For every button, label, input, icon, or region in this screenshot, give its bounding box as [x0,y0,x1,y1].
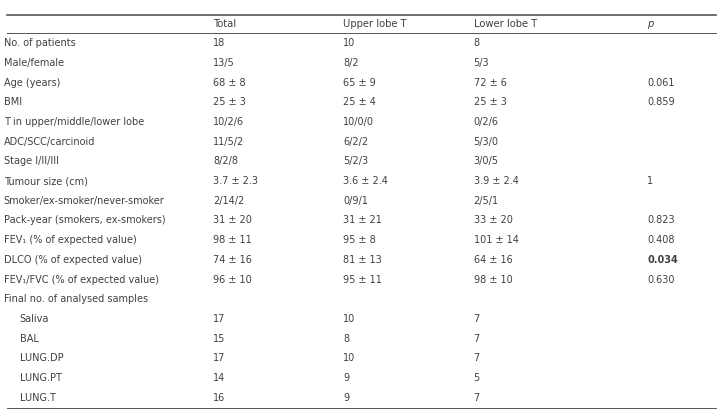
Text: 7: 7 [474,353,480,363]
Text: 0/9/1: 0/9/1 [343,196,368,206]
Text: LUNG.PT: LUNG.PT [20,373,61,383]
Text: DLCO (% of expected value): DLCO (% of expected value) [4,255,142,265]
Text: 98 ± 11: 98 ± 11 [213,235,252,245]
Text: Saliva: Saliva [20,314,49,324]
Text: 64 ± 16: 64 ± 16 [474,255,513,265]
Text: Final no. of analysed samples: Final no. of analysed samples [4,294,147,304]
Text: 3/0/5: 3/0/5 [474,156,499,166]
Text: 74 ± 16: 74 ± 16 [213,255,252,265]
Text: 31 ± 21: 31 ± 21 [343,216,382,225]
Text: 10/2/6: 10/2/6 [213,117,244,127]
Text: Total: Total [213,19,236,29]
Text: 8/2: 8/2 [343,58,359,68]
Text: Pack-year (smokers, ex-smokers): Pack-year (smokers, ex-smokers) [4,216,166,225]
Text: 95 ± 8: 95 ± 8 [343,235,376,245]
Text: p: p [647,19,654,29]
Text: 0.408: 0.408 [647,235,675,245]
Text: 31 ± 20: 31 ± 20 [213,216,252,225]
Text: 81 ± 13: 81 ± 13 [343,255,382,265]
Text: 101 ± 14: 101 ± 14 [474,235,518,245]
Text: 25 ± 4: 25 ± 4 [343,97,376,107]
Text: FEV₁/FVC (% of expected value): FEV₁/FVC (% of expected value) [4,275,158,285]
Text: Smoker/ex-smoker/never-smoker: Smoker/ex-smoker/never-smoker [4,196,164,206]
Text: 9: 9 [343,373,349,383]
Text: 3.7 ± 2.3: 3.7 ± 2.3 [213,176,258,186]
Text: T in upper/middle/lower lobe: T in upper/middle/lower lobe [4,117,144,127]
Text: 0.630: 0.630 [647,275,675,285]
Text: Upper lobe T: Upper lobe T [343,19,407,29]
Text: 8: 8 [343,334,349,344]
Text: LUNG.T: LUNG.T [20,393,56,403]
Text: BAL: BAL [20,334,38,344]
Text: 10: 10 [343,38,356,48]
Text: 7: 7 [474,334,480,344]
Text: 2/5/1: 2/5/1 [474,196,499,206]
Text: Tumour size (cm): Tumour size (cm) [4,176,87,186]
Text: 72 ± 6: 72 ± 6 [474,78,506,88]
Text: 10/0/0: 10/0/0 [343,117,375,127]
Text: 0/2/6: 0/2/6 [474,117,499,127]
Text: 0.034: 0.034 [647,255,678,265]
Text: 8: 8 [474,38,479,48]
Text: 14: 14 [213,373,226,383]
Text: 7: 7 [474,314,480,324]
Text: FEV₁ (% of expected value): FEV₁ (% of expected value) [4,235,137,245]
Text: 0.859: 0.859 [647,97,675,107]
Text: 25 ± 3: 25 ± 3 [474,97,506,107]
Text: 10: 10 [343,353,356,363]
Text: 7: 7 [474,393,480,403]
Text: ADC/SCC/carcinoid: ADC/SCC/carcinoid [4,137,95,147]
Text: 16: 16 [213,393,226,403]
Text: 5: 5 [474,373,480,383]
Text: BMI: BMI [4,97,22,107]
Text: 96 ± 10: 96 ± 10 [213,275,252,285]
Text: Male/female: Male/female [4,58,64,68]
Text: Stage I/II/III: Stage I/II/III [4,156,59,166]
Text: 10: 10 [343,314,356,324]
Text: 68 ± 8: 68 ± 8 [213,78,246,88]
Text: 5/2/3: 5/2/3 [343,156,369,166]
Text: 5/3: 5/3 [474,58,489,68]
Text: 33 ± 20: 33 ± 20 [474,216,513,225]
Text: 0.061: 0.061 [647,78,675,88]
Text: 6/2/2: 6/2/2 [343,137,369,147]
Text: 25 ± 3: 25 ± 3 [213,97,246,107]
Text: 17: 17 [213,314,226,324]
Text: 13/5: 13/5 [213,58,235,68]
Text: 95 ± 11: 95 ± 11 [343,275,382,285]
Text: 8/2/8: 8/2/8 [213,156,239,166]
Text: LUNG.DP: LUNG.DP [20,353,63,363]
Text: 2/14/2: 2/14/2 [213,196,244,206]
Text: 3.6 ± 2.4: 3.6 ± 2.4 [343,176,388,186]
Text: Age (years): Age (years) [4,78,60,88]
Text: 1: 1 [647,176,653,186]
Text: 98 ± 10: 98 ± 10 [474,275,513,285]
Text: 5/3/0: 5/3/0 [474,137,499,147]
Text: 15: 15 [213,334,226,344]
Text: 0.823: 0.823 [647,216,675,225]
Text: 17: 17 [213,353,226,363]
Text: 11/5/2: 11/5/2 [213,137,244,147]
Text: Lower lobe T: Lower lobe T [474,19,536,29]
Text: 9: 9 [343,393,349,403]
Text: 65 ± 9: 65 ± 9 [343,78,376,88]
Text: 3.9 ± 2.4: 3.9 ± 2.4 [474,176,518,186]
Text: 18: 18 [213,38,226,48]
Text: No. of patients: No. of patients [4,38,75,48]
